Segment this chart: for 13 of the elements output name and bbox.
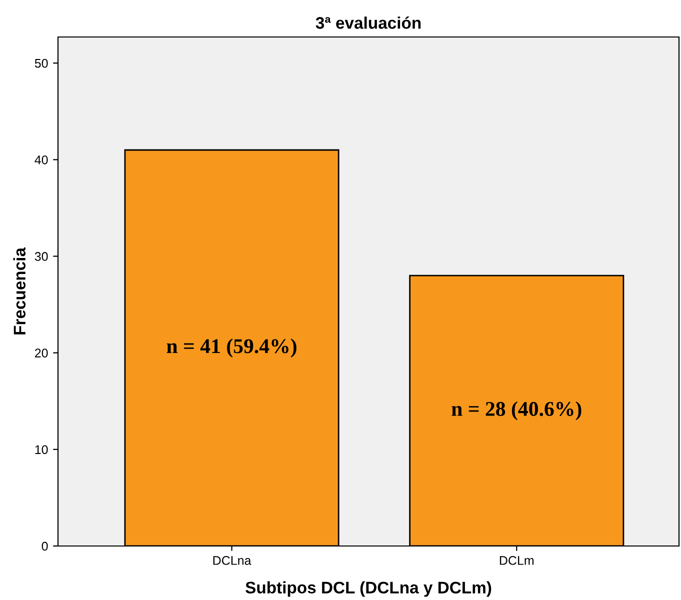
data-label: n = 41 (59.4%) bbox=[166, 338, 296, 358]
y-tick-label: 40 bbox=[34, 155, 48, 164]
chart-title: 3ª evaluación bbox=[316, 16, 421, 29]
data-label: n = 28 (40.6%) bbox=[452, 401, 582, 420]
y-tick-label: 0 bbox=[42, 542, 48, 551]
y-tick-label: 10 bbox=[35, 445, 48, 454]
x-axis-title: Subtipos DCL (DCLna y DCLm) bbox=[246, 581, 492, 597]
x-tick-label: DCLna bbox=[213, 556, 252, 565]
y-axis-title: Frecuencia bbox=[13, 247, 26, 334]
y-tick-label: 30 bbox=[34, 252, 48, 261]
x-tick-label: DCLm bbox=[500, 556, 534, 565]
y-tick-label: 20 bbox=[35, 348, 48, 358]
y-tick-label: 50 bbox=[34, 58, 48, 68]
